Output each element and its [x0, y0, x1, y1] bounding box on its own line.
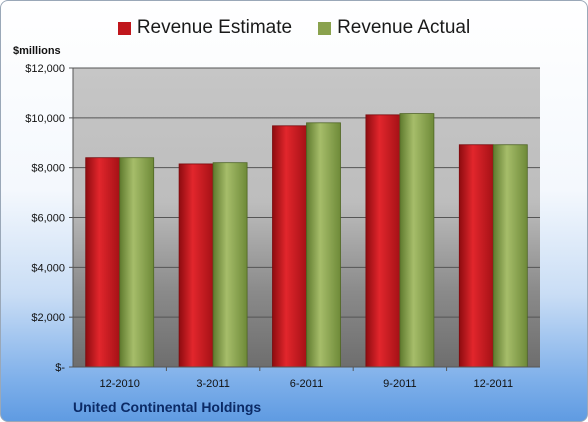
legend-item-estimate: Revenue Estimate	[117, 17, 293, 39]
bar-actual	[119, 157, 155, 368]
bar-actual	[212, 162, 248, 368]
y-tick-label: $2,000	[31, 312, 65, 324]
legend-label-estimate: Revenue Estimate	[136, 17, 293, 38]
bar-actual	[492, 144, 528, 368]
company-name: United Continental Holdings	[73, 399, 262, 415]
y-tick-label: $-	[55, 362, 65, 374]
bar-estimate	[458, 144, 494, 368]
bar-actual	[399, 113, 435, 368]
y-tick-label: $8,000	[31, 163, 65, 175]
legend-swatch-estimate	[117, 21, 131, 35]
y-tick-label: $6,000	[31, 213, 65, 225]
bar-actual	[306, 122, 341, 368]
plot-area: $- $2,000 $4,000 $6,000 $8,000 $10,000 $12,000…	[25, 63, 540, 390]
y-tick-label: $10,000	[25, 113, 65, 125]
bar-estimate	[272, 125, 307, 368]
x-tick-label: 3-2011	[196, 378, 229, 390]
legend-item-actual: Revenue Actual	[318, 17, 470, 39]
legend: Revenue Estimate Revenue Actual	[1, 17, 587, 39]
x-tick-label: 9-2011	[383, 378, 416, 390]
x-tick-label: 12-2010	[100, 378, 140, 390]
bar-estimate	[178, 163, 214, 368]
y-tick-label: $4,000	[31, 262, 65, 274]
x-tick-label: 6-2011	[290, 378, 323, 390]
y-axis-unit-label: $millions	[13, 45, 61, 57]
legend-swatch-actual	[318, 21, 332, 35]
bar-estimate	[365, 114, 401, 368]
x-tick-label: 12-2011	[474, 378, 514, 390]
y-tick-label: $12,000	[25, 63, 65, 75]
legend-label-actual: Revenue Actual	[337, 17, 471, 38]
bar-estimate	[85, 157, 121, 368]
